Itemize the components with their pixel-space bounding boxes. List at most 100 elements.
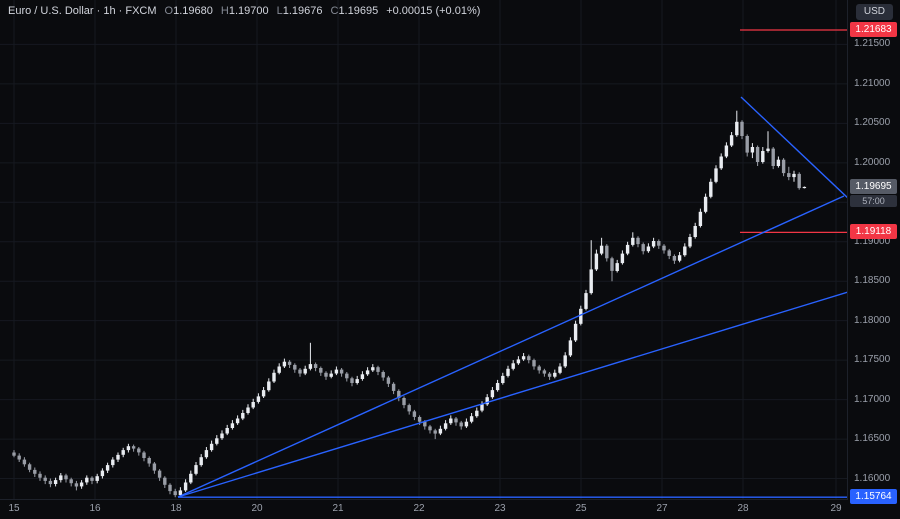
candle-body [464,421,469,427]
candle-body [137,448,141,453]
candle-body [391,383,396,391]
candle-body [750,147,755,153]
price-axis-label: 1.20500 [854,117,891,128]
candle-body [475,410,479,417]
candle-body [95,476,99,481]
candle-body [142,452,146,458]
time-axis-label: 29 [830,503,842,514]
candle-body [417,417,422,422]
candle-body [636,237,640,245]
candle-body [267,381,271,391]
candle-body [495,383,500,391]
candle-body [152,463,157,471]
candles-series [12,110,807,498]
candle-body [111,459,115,466]
time-axis[interactable]: 15 16 18 20 21 22 23 25 27 28 29 [0,499,848,519]
candle-body [334,369,339,374]
ascending-support-long[interactable] [177,291,848,498]
candle-body [761,151,765,162]
candle-body [641,244,645,252]
price-axis-label: 1.21500 [854,38,891,49]
candle-body [776,159,781,166]
price-axis[interactable]: 1.21500 1.21000 1.20500 1.20000 1.19000 1.185… [847,0,900,519]
candle-body [651,241,656,247]
candle-body [90,477,94,481]
price-axis-label: 1.21000 [854,78,891,89]
candle-body [241,413,245,419]
candle-body [27,464,32,470]
candle-body [105,465,110,471]
currency-toggle-button[interactable]: USD [855,4,893,20]
candle-body [677,255,682,261]
candle-body [402,398,406,406]
candle-body [293,364,297,370]
candle-body [511,363,515,369]
candle-body [454,418,458,423]
price-axis-label: 1.16500 [854,433,891,444]
candle-body [282,361,287,367]
candle-body [438,428,443,434]
candle-body [579,308,583,324]
candle-body [59,475,63,481]
descending-resistance[interactable] [740,96,848,200]
candle-body [209,443,214,451]
candle-body [703,196,708,212]
candle-body [615,263,619,271]
candle-body [53,480,58,484]
candle-body [672,256,677,261]
candle-body [610,258,614,271]
candle-body [693,226,697,237]
candle-body [412,411,417,417]
candlestick-chart-canvas[interactable] [0,0,848,499]
candle-body [729,135,734,146]
price-axis-label: 1.17000 [854,394,891,405]
candle-body [308,364,313,369]
candle-body [506,368,510,376]
candle-body [558,366,562,373]
candle-body [230,423,235,428]
candle-body [480,404,484,411]
candle-body [350,378,354,383]
candle-body [381,372,385,378]
candle-body [157,470,162,478]
close-value: C 1.19695 [330,5,379,17]
price-axis-label: 1.18000 [854,315,891,326]
candle-body [131,446,136,449]
candle-body [709,181,713,197]
candle-body [594,253,599,270]
candle-body [521,356,526,360]
candle-body [199,457,203,466]
candle-body [735,121,739,136]
time-axis-label: 20 [251,503,263,514]
time-axis-label: 22 [413,503,425,514]
candle-body [100,470,105,477]
candle-body [183,482,188,491]
ascending-support-steep[interactable] [177,195,845,498]
candle-body [303,368,307,374]
time-axis-label: 16 [89,503,101,514]
candle-body [740,121,744,136]
candle-body [194,465,198,474]
candle-body [168,484,172,492]
candle-body [428,426,432,431]
time-axis-label: 15 [8,503,20,514]
high-value: H 1.19700 [220,5,269,17]
candle-body [256,396,261,402]
candle-body [568,340,573,356]
candle-body [360,374,365,379]
candle-body [797,173,801,189]
symbol-legend: Euro / U.S. Dollar · 1h · FXCM O 1.19680 … [8,5,480,17]
candle-body [261,390,266,397]
upper-level-badge: 1.21683 [850,22,897,37]
candle-body [599,245,604,254]
candle-body [755,147,760,162]
candle-body [625,244,630,254]
candle-body [173,491,177,496]
candle-body [116,454,120,460]
symbol-title[interactable]: Euro / U.S. Dollar · 1h · FXCM [8,5,157,17]
candle-body [386,377,391,384]
candle-body [646,246,651,252]
price-axis-label: 1.18500 [854,275,891,286]
candle-body [189,473,193,483]
candle-body [345,373,349,379]
